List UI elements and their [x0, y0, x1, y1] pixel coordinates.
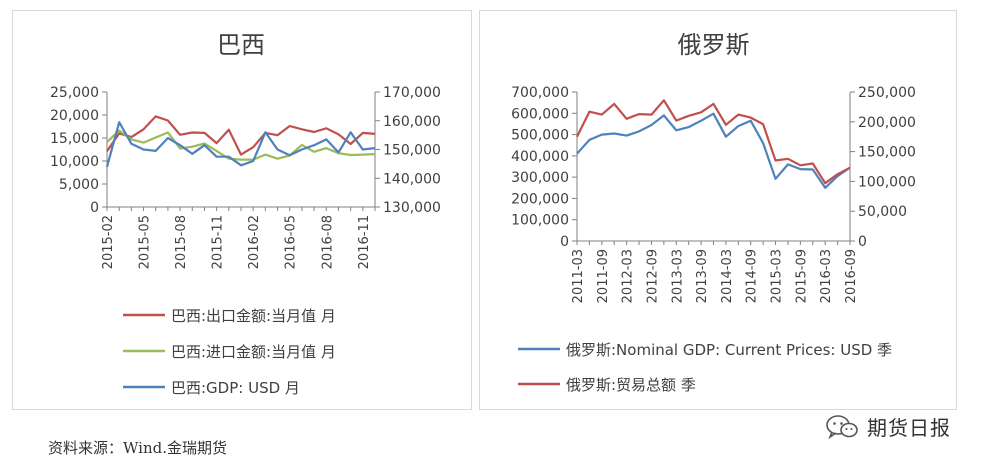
brazil-x-tick-label: 2015-08 — [174, 215, 189, 269]
brazil-x-tick-label: 2016-02 — [247, 215, 262, 269]
russia-chart-panel: 俄罗斯 0 100,000 200,000 300,000 400,000 500,000 6… — [479, 10, 957, 410]
russia-series-line-0 — [576, 112, 851, 189]
brazil-series-line-2 — [105, 121, 376, 168]
russia-x-tick-label: 2015-03 — [770, 249, 785, 303]
russia-left-tick-label: 100,000 — [511, 213, 569, 229]
brazil-right-tick-label: 170,000 — [383, 85, 441, 101]
brazil-right-tick-label: 130,000 — [383, 200, 441, 216]
russia-left-tick-label: 500,000 — [511, 128, 569, 144]
brand-name: 期货日报 — [867, 416, 951, 440]
brazil-left-tick-label: 15,000 — [50, 131, 99, 147]
russia-x-tick-label: 2014-09 — [745, 249, 760, 303]
brazil-left-tick-label: 20,000 — [50, 108, 99, 124]
russia-legend-label: 俄罗斯:贸易总额 季 — [566, 376, 696, 394]
source-note: 资料来源：Wind.金瑞期货 — [48, 439, 227, 457]
russia-x-tick-label: 2016-09 — [844, 249, 859, 303]
brazil-left-tick-label: 5,000 — [59, 177, 99, 193]
russia-left-tick-label: 300,000 — [511, 170, 569, 186]
brazil-series-line-1 — [106, 129, 376, 161]
russia-x-tick-label: 2015-09 — [794, 249, 809, 303]
russia-x-tick-label: 2016-03 — [819, 249, 834, 303]
brazil-right-tick-label: 140,000 — [383, 171, 441, 187]
brazil-x-tick-label: 2015-02 — [101, 215, 116, 269]
russia-x-tick-label: 2012-09 — [645, 249, 660, 303]
russia-x-tick-label: 2012-03 — [621, 249, 636, 303]
russia-legend-label: 俄罗斯:Nominal GDP: Current Prices: USD 季 — [566, 341, 892, 359]
russia-right-tick-label: 150,000 — [858, 145, 916, 161]
wechat-icon — [826, 414, 858, 439]
brazil-x-tick-label: 2015-05 — [138, 215, 153, 269]
russia-right-tick-label: 250,000 — [858, 85, 916, 101]
brazil-chart-panel: 巴西 0 5,000 10,000 15,000 20,000 25,000 130,000 1… — [12, 10, 472, 410]
brazil-left-tick-label: 0 — [90, 200, 99, 216]
russia-chart: 俄罗斯 0 100,000 200,000 300,000 400,000 500,000 6… — [511, 31, 916, 394]
russia-x-tick-label: 2013-03 — [670, 249, 685, 303]
russia-chart-title: 俄罗斯 — [678, 31, 750, 59]
russia-x-tick-label: 2011-03 — [571, 249, 586, 303]
brazil-x-tick-label: 2016-05 — [284, 215, 299, 269]
russia-left-tick-label: 400,000 — [511, 149, 569, 165]
russia-right-tick-label: 200,000 — [858, 115, 916, 131]
brazil-x-tick-label: 2016-08 — [320, 215, 335, 269]
russia-right-tick-label: 0 — [858, 234, 867, 250]
brazil-x-tick-label: 2015-11 — [211, 215, 226, 269]
brazil-x-tick-label: 2016-11 — [357, 215, 372, 269]
russia-left-tick-label: 0 — [560, 234, 569, 250]
russia-x-tick-label: 2013-09 — [695, 249, 710, 303]
russia-right-tick-label: 50,000 — [858, 204, 907, 220]
russia-left-tick-label: 600,000 — [511, 106, 569, 122]
brazil-right-tick-label: 150,000 — [383, 143, 441, 159]
brazil-legend-label: 巴西:进口金额:当月值 月 — [171, 343, 336, 361]
russia-left-tick-label: 700,000 — [511, 85, 569, 101]
brazil-left-tick-label: 25,000 — [50, 85, 99, 101]
russia-right-tick-label: 100,000 — [858, 174, 916, 190]
brazil-legend-label: 巴西:GDP: USD 月 — [171, 379, 300, 397]
russia-x-tick-label: 2011-09 — [596, 249, 611, 303]
brazil-series-line-0 — [106, 115, 376, 156]
russia-left-tick-label: 200,000 — [511, 191, 569, 207]
brazil-chart-title: 巴西 — [217, 31, 265, 59]
brazil-right-tick-label: 160,000 — [383, 114, 441, 130]
russia-x-tick-label: 2014-03 — [720, 249, 735, 303]
russia-series-line-1 — [576, 99, 851, 185]
brand-mark: 期货日报 — [825, 412, 951, 441]
brazil-legend-label: 巴西:出口金额:当月值 月 — [171, 307, 336, 325]
brazil-chart: 巴西 0 5,000 10,000 15,000 20,000 25,000 130,000 1… — [50, 31, 441, 397]
brazil-left-tick-label: 10,000 — [50, 154, 99, 170]
